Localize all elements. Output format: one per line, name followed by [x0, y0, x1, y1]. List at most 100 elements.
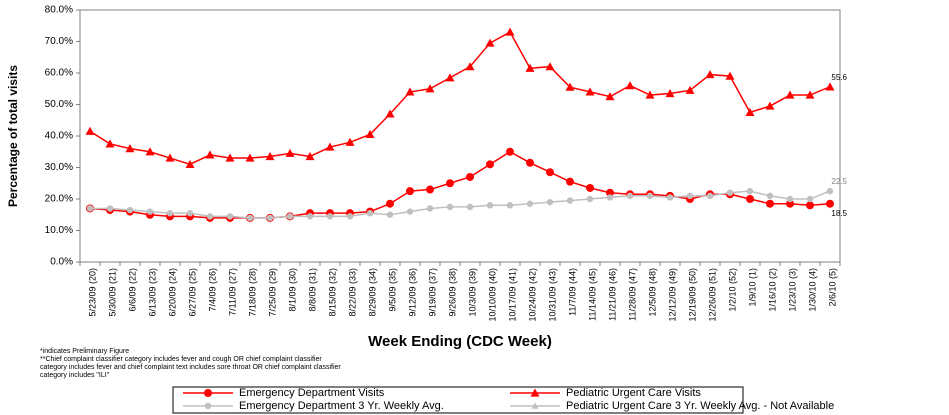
end-value-label: 18.5: [831, 209, 847, 218]
data-point: [246, 214, 254, 222]
series-line: [90, 190, 831, 219]
legend-marker: [531, 402, 539, 409]
data-point: [125, 144, 135, 153]
data-point: [266, 214, 274, 222]
data-point: [605, 92, 615, 101]
data-point: [405, 87, 415, 96]
y-tick-label: 70.0%: [45, 36, 73, 47]
data-point: [746, 195, 754, 203]
data-point: [325, 142, 335, 151]
data-point: [105, 139, 115, 148]
x-tick-label: 8/22/09 (33): [347, 268, 357, 317]
data-point: [126, 206, 134, 214]
x-tick-label: 10/10/09 (40): [487, 268, 497, 322]
data-point: [745, 107, 755, 116]
series-line: [89, 31, 831, 166]
data-point: [706, 192, 714, 200]
data-point: [526, 158, 534, 167]
x-tick-label: 1/9/10 (1): [747, 268, 757, 307]
data-point: [725, 71, 735, 80]
data-point: [245, 153, 255, 162]
data-point: [426, 185, 434, 194]
data-point: [165, 153, 175, 162]
data-point: [226, 213, 234, 220]
x-tick-label: 11/14/09 (45): [587, 268, 597, 321]
data-point: [386, 199, 394, 208]
x-tick-label: 12/19/09 (50): [687, 268, 697, 322]
y-tick-label: 10.0%: [45, 225, 73, 236]
data-point: [285, 148, 295, 157]
data-point: [586, 195, 594, 203]
data-point: [646, 192, 654, 200]
data-point: [306, 213, 314, 220]
y-tick-label: 50.0%: [45, 99, 73, 110]
data-point: [705, 70, 715, 79]
x-tick-label: 12/5/09 (48): [647, 268, 657, 317]
data-point: [585, 87, 595, 96]
x-tick-label: 12/26/09 (51): [707, 268, 717, 322]
end-value-label: 22.5: [831, 177, 847, 186]
data-point: [565, 82, 575, 91]
data-point: [505, 27, 515, 36]
data-point: [566, 177, 574, 186]
data-point: [506, 202, 514, 209]
data-point: [526, 200, 534, 207]
data-point: [185, 159, 195, 168]
x-axis-label: Week Ending (CDC Week): [368, 333, 552, 350]
data-point: [225, 153, 235, 162]
x-tick-label: 8/29/09 (34): [367, 268, 377, 317]
data-point: [685, 85, 695, 94]
data-point: [425, 84, 435, 93]
x-tick-label: 10/24/09 (42): [527, 268, 537, 322]
data-point: [445, 73, 455, 82]
y-tick-label: 40.0%: [45, 131, 73, 142]
x-tick-label: 7/18/09 (28): [247, 268, 257, 317]
data-point: [326, 213, 334, 220]
data-point: [606, 194, 614, 201]
data-point: [465, 62, 475, 71]
x-tick-label: 6/20/09 (24): [167, 268, 177, 317]
y-tick-label: 30.0%: [45, 162, 73, 173]
data-point: [525, 63, 535, 72]
y-tick-label: 80.0%: [45, 5, 73, 16]
data-point: [645, 90, 655, 99]
end-value-label: 55.6: [831, 73, 847, 82]
data-point: [785, 90, 795, 99]
data-point: [786, 195, 794, 203]
data-point: [446, 179, 454, 188]
data-point: [586, 183, 594, 192]
data-point: [166, 209, 174, 217]
footnote: category includes fever and chief compla…: [40, 364, 341, 371]
data-point: [286, 213, 294, 220]
x-tick-label: 1/23/10 (3): [787, 268, 797, 312]
data-point: [625, 81, 635, 90]
x-tick-label: 7/11/09 (27): [227, 268, 237, 316]
x-tick-label: 11/28/09 (47): [627, 268, 637, 321]
data-point: [606, 188, 614, 197]
x-tick-label: 6/27/09 (25): [187, 268, 197, 317]
x-tick-label: 5/30/09 (21): [107, 268, 117, 317]
data-point: [766, 192, 774, 200]
data-point: [466, 172, 474, 181]
plot-frame: [79, 9, 841, 263]
x-tick-label: 9/19/09 (37): [427, 268, 437, 317]
data-point: [386, 211, 394, 218]
data-point: [205, 150, 215, 159]
data-point: [566, 197, 574, 204]
data-point: [466, 203, 474, 211]
x-tick-label: 7/25/09 (29): [267, 268, 277, 317]
legend-label: Pediatric Urgent Care Visits: [566, 387, 701, 399]
data-point: [86, 205, 94, 212]
footnote: **Chief complaint classifier category in…: [40, 356, 322, 363]
x-tick-label: 7/4/09 (26): [207, 268, 217, 312]
data-point: [805, 90, 815, 99]
data-point: [506, 147, 514, 156]
data-point: [546, 198, 554, 206]
data-point: [426, 205, 434, 212]
data-point: [385, 109, 395, 118]
data-point: [626, 192, 634, 200]
data-point: [766, 199, 774, 208]
data-point: [826, 187, 834, 195]
data-point: [146, 208, 154, 215]
